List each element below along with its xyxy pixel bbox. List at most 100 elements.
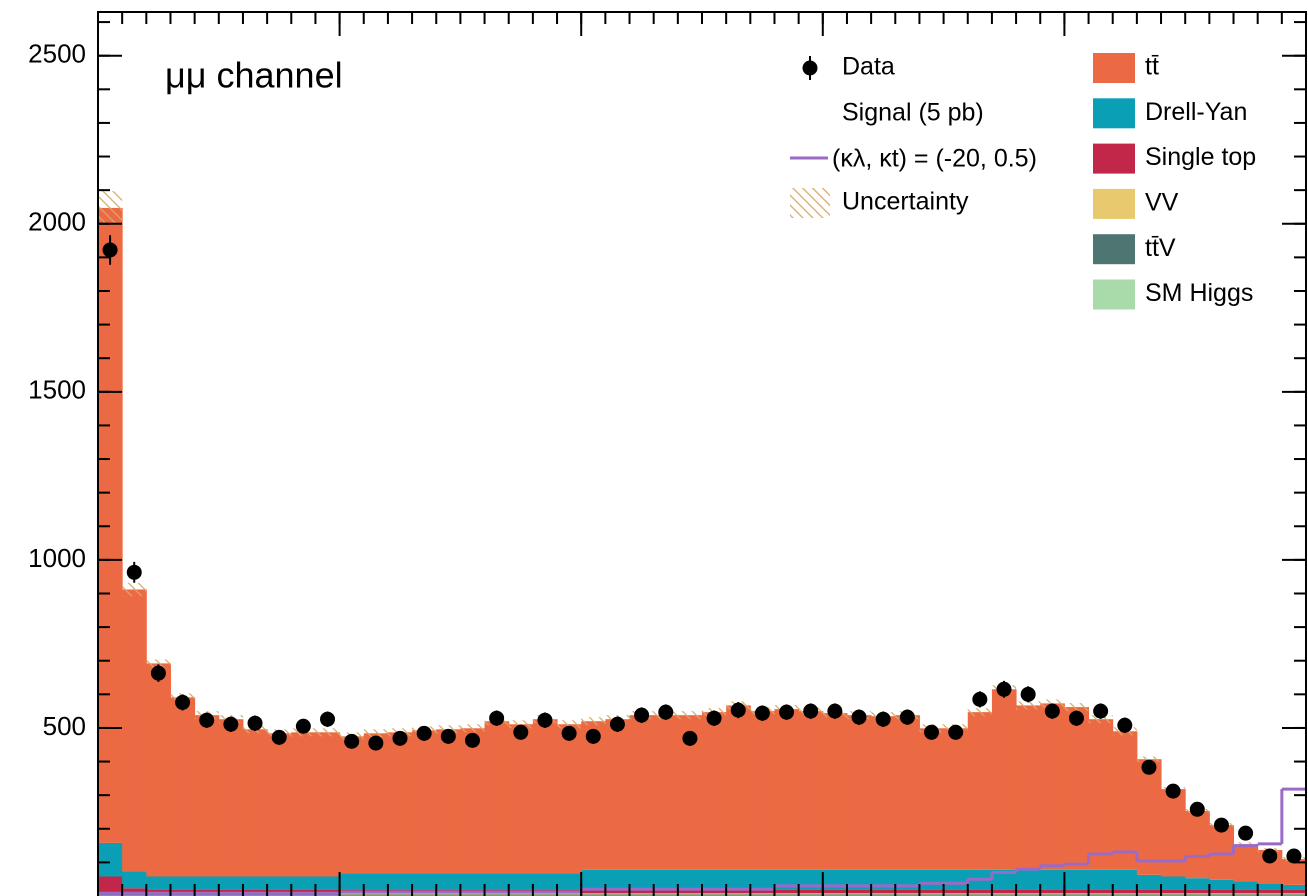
- bar-segment: [1040, 869, 1065, 890]
- bar-segment: [629, 894, 655, 896]
- bar-segment: [291, 732, 316, 877]
- bar-segment: [629, 889, 655, 894]
- data-point: [1238, 825, 1254, 841]
- bar-segment: [991, 689, 1017, 870]
- bar-segment: [1281, 894, 1307, 896]
- bar-segment: [194, 715, 220, 877]
- bar-segment: [798, 894, 824, 896]
- bar-segment: [726, 889, 751, 894]
- bar-segment: [750, 894, 775, 896]
- bar-segment: [557, 893, 582, 895]
- bar-segment: [242, 876, 268, 890]
- bar-segment: [774, 894, 800, 896]
- bar-segment: [1209, 894, 1235, 896]
- bar-segment: [122, 888, 147, 894]
- bar-segment: [1185, 894, 1210, 896]
- bar-segment: [1136, 889, 1162, 894]
- bar-segment: [315, 732, 341, 877]
- bar-segment: [1064, 869, 1090, 890]
- bar-segment: [943, 869, 969, 890]
- bar-segment: [412, 893, 437, 895]
- bar-segment: [1112, 894, 1138, 896]
- bar-segment: [653, 893, 679, 895]
- legend-marker: [1093, 234, 1135, 265]
- data-point: [1262, 848, 1278, 864]
- data-point: [271, 729, 287, 745]
- bar-segment: [1112, 731, 1138, 870]
- bar-segment: [1233, 893, 1259, 895]
- bar-segment: [581, 869, 606, 890]
- data-point: [561, 725, 577, 741]
- bar-segment: [1064, 894, 1090, 896]
- y-tick-label: 500: [43, 711, 86, 741]
- bar-segment: [339, 894, 365, 896]
- bar-segment: [218, 876, 244, 890]
- data-point: [489, 710, 505, 726]
- bar-segment: [1281, 889, 1307, 894]
- bar-segment: [1040, 703, 1065, 870]
- legend-label: Drell-Yan: [1145, 98, 1247, 126]
- bar-segment: [846, 715, 872, 870]
- bar-segment: [315, 889, 341, 894]
- bar-segment: [170, 697, 196, 877]
- data-point: [658, 704, 674, 720]
- bar-segment: [1233, 889, 1259, 894]
- bar-segment: [436, 873, 461, 890]
- bar-segment: [1281, 884, 1307, 890]
- bar-segment: [1136, 759, 1162, 875]
- legend-marker: [1093, 188, 1135, 219]
- bar-segment: [508, 893, 534, 895]
- bar-segment: [363, 873, 389, 890]
- data-point: [1213, 817, 1229, 833]
- bar-segment: [798, 889, 824, 894]
- legend-label: tt̄: [1145, 53, 1159, 81]
- bar-segment: [1281, 893, 1307, 895]
- uncertainty-band: [1064, 703, 1089, 712]
- bar-segment: [194, 876, 220, 890]
- legend-label: Uncertainty: [842, 188, 969, 216]
- data-point: [416, 725, 432, 741]
- bar-segment: [532, 894, 558, 896]
- bar-segment: [629, 869, 655, 890]
- bar-segment: [991, 889, 1017, 894]
- uncertainty-band: [1136, 756, 1162, 762]
- bar-segment: [677, 869, 703, 890]
- data-point: [875, 711, 891, 727]
- bar-segment: [146, 889, 171, 894]
- y-tick-label: 2000: [28, 207, 86, 237]
- bar-segment: [412, 730, 437, 874]
- uncertainty-band: [363, 729, 388, 738]
- bar-segment: [943, 728, 969, 870]
- bar-segment: [412, 894, 437, 896]
- data-point: [779, 704, 795, 720]
- bar-segment: [798, 893, 824, 895]
- bar-segment: [750, 869, 775, 890]
- bar-segment: [98, 894, 123, 896]
- bar-segment: [1088, 719, 1114, 870]
- bar-segment: [122, 894, 147, 896]
- legend-header: Signal (5 pb): [842, 99, 984, 127]
- bar-segment: [1161, 876, 1186, 890]
- bar-segment: [702, 894, 727, 896]
- bar-segment: [1209, 879, 1235, 890]
- data-point: [996, 681, 1012, 697]
- data-point: [948, 724, 964, 740]
- uncertainty-band: [98, 191, 123, 225]
- bar-segment: [895, 893, 920, 895]
- bar-segment: [581, 893, 606, 895]
- bar-segment: [315, 876, 341, 890]
- data-point: [102, 242, 118, 258]
- bar-segment: [484, 721, 510, 874]
- bar-segment: [557, 873, 582, 890]
- bar-segment: [677, 893, 703, 895]
- data-point: [440, 728, 456, 744]
- data-point: [585, 728, 601, 744]
- bar-segment: [436, 894, 461, 896]
- bar-segment: [484, 893, 510, 895]
- chart-title: μμ channel: [165, 55, 343, 96]
- bar-segment: [846, 894, 872, 896]
- bar-segment: [1016, 705, 1041, 870]
- bar-segment: [1161, 789, 1186, 877]
- y-tick-label: 1000: [28, 543, 86, 573]
